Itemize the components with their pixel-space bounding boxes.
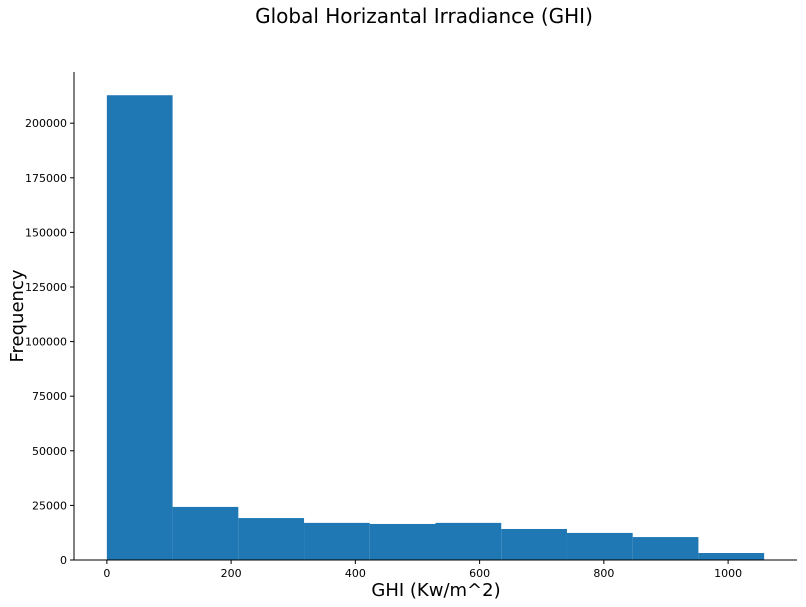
y-tick-label: 125000 [25, 281, 67, 294]
x-tick-label: 0 [103, 567, 110, 580]
bar [238, 518, 305, 560]
y-tick-label: 200000 [25, 117, 67, 130]
x-tick-label: 600 [469, 567, 490, 580]
x-tick-label: 1000 [714, 567, 742, 580]
y-tick-label: 175000 [25, 172, 67, 185]
bar [566, 532, 633, 560]
x-tick-label: 800 [593, 567, 614, 580]
y-tick-label: 75000 [32, 390, 67, 403]
bar [501, 528, 567, 560]
x-tick-label: 400 [345, 567, 366, 580]
x-tick-label: 200 [221, 567, 242, 580]
y-tick-label: 0 [60, 554, 67, 567]
chart-title: Global Horizantal Irradiance (GHI) [255, 4, 593, 28]
y-tick-label: 100000 [25, 336, 67, 349]
bar [369, 523, 436, 560]
x-axis-label: GHI (Kw/m^2) [371, 580, 500, 601]
bar [304, 522, 370, 560]
bar [698, 553, 765, 560]
y-axis-label: Frequency [7, 269, 28, 362]
bar [435, 522, 502, 560]
y-tick-label: 150000 [25, 226, 67, 239]
bar [172, 506, 239, 560]
bar [106, 95, 173, 560]
bar [632, 537, 699, 560]
y-tick-label: 25000 [32, 499, 67, 512]
y-tick-label: 50000 [32, 445, 67, 458]
